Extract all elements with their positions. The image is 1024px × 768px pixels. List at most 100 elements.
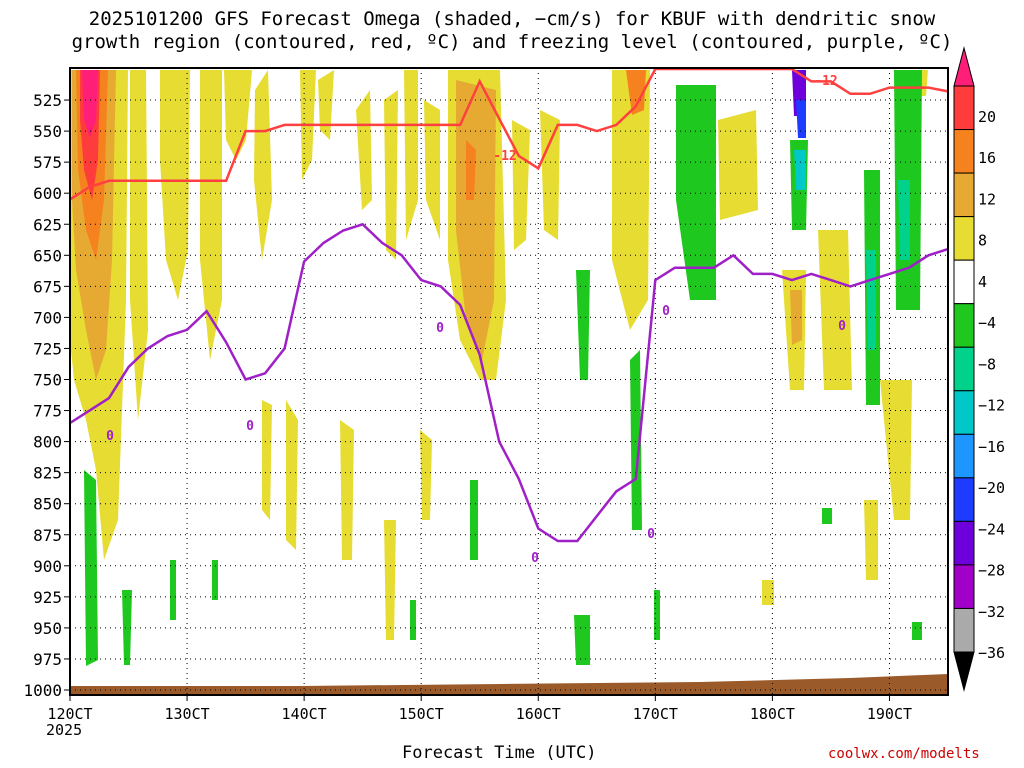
y-tick-label: 575 [33,153,62,172]
freezing-level-label: 0 [838,319,846,334]
omega-region [794,150,806,190]
omega-region [466,140,476,200]
y-tick-label: 875 [33,526,62,545]
freezing-level-label: 0 [662,304,670,319]
freezing-level-label: 0 [531,551,539,566]
colorbar-label: 20 [978,108,996,126]
plot-frame [69,67,949,696]
x-tick-label: 170CT [633,705,678,723]
omega-region [212,560,218,600]
colorbar-bin [953,346,975,392]
colorbar-label: −16 [978,438,1005,456]
colorbar-label: −8 [978,355,996,373]
omega-region [762,580,774,605]
colorbar-label: −24 [978,520,1005,538]
y-tick-label: 825 [33,464,62,483]
y-tick-label: 625 [33,215,62,234]
omega-region [866,250,876,350]
colorbar-bin [953,172,975,218]
y-tick-label: 675 [33,277,62,296]
dgz-label: -12 [493,149,516,164]
contour-labels: 0 0 0 0 0 0 0 -12 -12 [106,74,846,566]
y-tick-label: 750 [33,371,62,390]
colorbar-label: −36 [978,644,1005,662]
credit-link[interactable]: coolwx.com/modelts [828,746,980,762]
omega-region [340,420,354,560]
chart-title-line2: growth region (contoured, red, ºC) and f… [71,31,953,53]
omega-region [160,70,190,300]
omega-region [790,290,802,345]
colorbar-bin [953,129,975,174]
freezing-level-label: 0 [436,321,444,336]
grid-lines [70,68,948,695]
omega-region [626,70,646,115]
omega-region [792,70,806,116]
y-tick-label: 600 [33,184,62,203]
colorbar-label: 4 [978,273,987,291]
omega-region [630,350,642,530]
omega-region [912,70,928,96]
omega-region [82,70,98,138]
omega-region [864,500,878,580]
omega-region [170,560,176,620]
omega-region [470,480,478,560]
x-tick-label: 130CT [164,705,209,723]
omega-region [796,100,806,138]
omega-region [404,70,418,240]
omega-region [76,70,108,260]
colorbar-label: −20 [978,479,1005,497]
freezing-level-line [69,222,949,543]
colorbar-bin [953,564,975,609]
omega-region [70,70,128,560]
y-tick-label: 900 [33,557,62,576]
omega-region [612,70,650,330]
y-tick-label: 650 [33,246,62,265]
omega-region [84,470,98,666]
omega-region [410,600,416,640]
colorbar-bin [953,607,975,653]
colorbar-bin [953,477,975,522]
colorbar-bin [953,216,975,261]
y-tick-label: 975 [33,650,62,669]
year-label: 2025 [46,721,83,739]
omega-region [262,400,272,520]
colorbar-bin [953,303,975,348]
omega-region [894,70,922,310]
omega-region [224,70,252,160]
omega-region [540,110,560,240]
omega-region [286,400,298,550]
x-axis-title: Forecast Time (UTC) [402,743,597,763]
omega-region [576,270,590,380]
y-tick-label: 800 [33,433,62,452]
colorbar: 20 16 12 8 4 −4 −8 −12 −16 −20 −24 −28 −32 −36 [953,46,1005,692]
y-tick-label: 950 [33,619,62,638]
x-tick-label: 140CT [282,705,327,723]
dgz-contour-line [69,67,949,201]
y-tick-label: 525 [33,91,62,110]
omega-region [782,270,806,390]
omega-region [420,430,432,520]
y-tick-label: 725 [33,339,62,358]
colorbar-bin [953,390,975,435]
x-tick-label: 180CT [750,705,795,723]
omega-region [318,70,334,140]
omega-region [574,615,590,665]
y-tick-label: 925 [33,588,62,607]
omega-region [512,120,530,250]
colorbar-label: −32 [978,603,1005,621]
colorbar-top-arrow [953,46,975,87]
y-tick-label: 700 [33,308,62,327]
y-axis: 525 550 575 600 625 650 675 700 725 750 775 800 825 8… [23,91,70,700]
omega-region [822,508,832,524]
omega-region [456,80,496,360]
omega-region [424,100,440,240]
omega-region [122,590,132,665]
x-tick-label: 190CT [867,705,912,723]
colorbar-label: −28 [978,562,1005,580]
colorbar-bin [953,520,975,566]
omega-region [818,230,852,390]
omega-shading [70,70,928,666]
omega-region [880,380,912,520]
x-tick-label: 160CT [516,705,561,723]
